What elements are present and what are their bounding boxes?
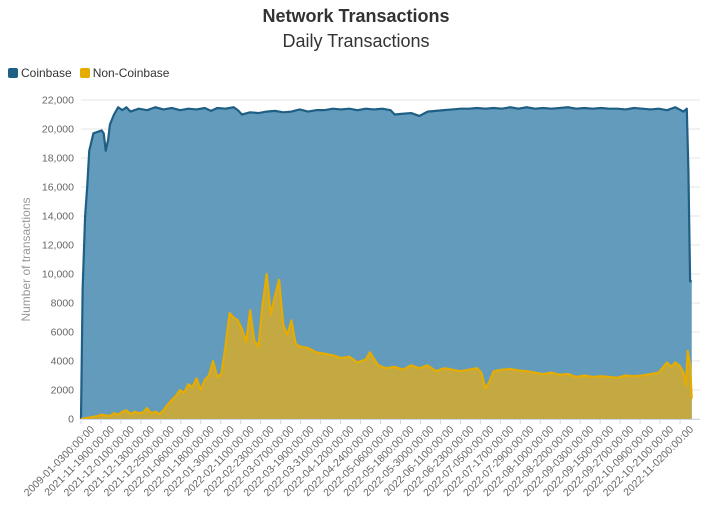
legend-item-coinbase[interactable]: Coinbase — [8, 66, 72, 80]
y-tick-label: 4000 — [51, 356, 75, 368]
y-tick-label: 18,000 — [42, 153, 74, 165]
y-tick-label: 16,000 — [42, 182, 74, 194]
legend: Coinbase Non-Coinbase — [8, 66, 169, 80]
legend-swatch-non-coinbase — [79, 68, 90, 78]
chart-subtitle: Daily Transactions — [282, 31, 430, 51]
series-line-non-coinbase — [80, 272, 693, 421]
y-axis-title: Number of transactions — [19, 197, 33, 321]
legend-label-coinbase: Coinbase — [21, 66, 72, 80]
legend-item-non-coinbase[interactable]: Non-Coinbase — [79, 66, 170, 80]
legend-swatch-coinbase — [8, 68, 18, 78]
y-tick-label: 0 — [68, 414, 74, 426]
y-tick-label: 14,000 — [42, 211, 74, 223]
chart-title: Network Transactions — [262, 6, 450, 26]
y-tick-label: 6000 — [51, 327, 75, 339]
y-tick-label: 20,000 — [42, 124, 74, 136]
y-tick-label: 22,000 — [42, 95, 74, 107]
legend-label-non-coinbase: Non-Coinbase — [92, 66, 170, 80]
y-tick-label: 10,000 — [42, 269, 74, 281]
series-line-coinbase — [79, 106, 692, 420]
y-tick-label: 12,000 — [42, 240, 74, 252]
series-area-non-coinbase — [81, 274, 692, 419]
y-tick-label: 8000 — [51, 298, 75, 310]
y-tick-label: 2000 — [51, 385, 75, 397]
